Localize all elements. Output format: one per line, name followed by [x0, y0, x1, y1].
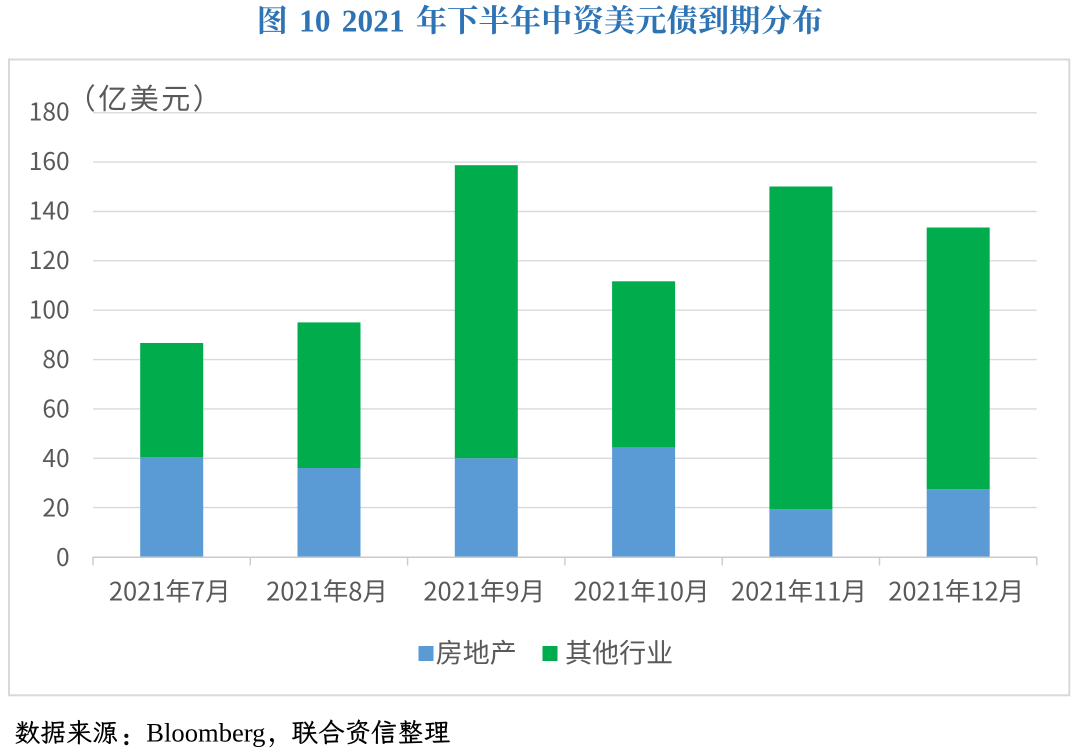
- svg-text:20: 20: [42, 489, 69, 524]
- svg-text:2021年11月: 2021年11月: [731, 572, 867, 609]
- svg-text:140: 140: [29, 193, 70, 228]
- svg-text:房地产: 房地产: [436, 632, 517, 671]
- svg-text:160: 160: [29, 143, 70, 178]
- svg-text:80: 80: [42, 341, 69, 376]
- svg-text:0: 0: [56, 539, 70, 574]
- svg-text:100: 100: [29, 292, 70, 327]
- svg-text:2021年10月: 2021年10月: [574, 572, 710, 609]
- svg-text:其他行业: 其他行业: [565, 632, 673, 671]
- svg-text:2021年9月: 2021年9月: [423, 572, 545, 609]
- svg-text:60: 60: [42, 390, 69, 425]
- svg-text:图 10 2021 年下半年中资美元债到期分布: 图 10 2021 年下半年中资美元债到期分布: [257, 4, 824, 39]
- svg-text:120: 120: [29, 242, 70, 277]
- svg-text:40: 40: [42, 440, 69, 475]
- svg-text:（亿美元）: （亿美元）: [67, 76, 225, 118]
- svg-text:2021年8月: 2021年8月: [266, 572, 388, 609]
- svg-text:180: 180: [29, 94, 70, 129]
- svg-text:2021年7月: 2021年7月: [109, 572, 231, 609]
- svg-text:2021年12月: 2021年12月: [888, 572, 1024, 609]
